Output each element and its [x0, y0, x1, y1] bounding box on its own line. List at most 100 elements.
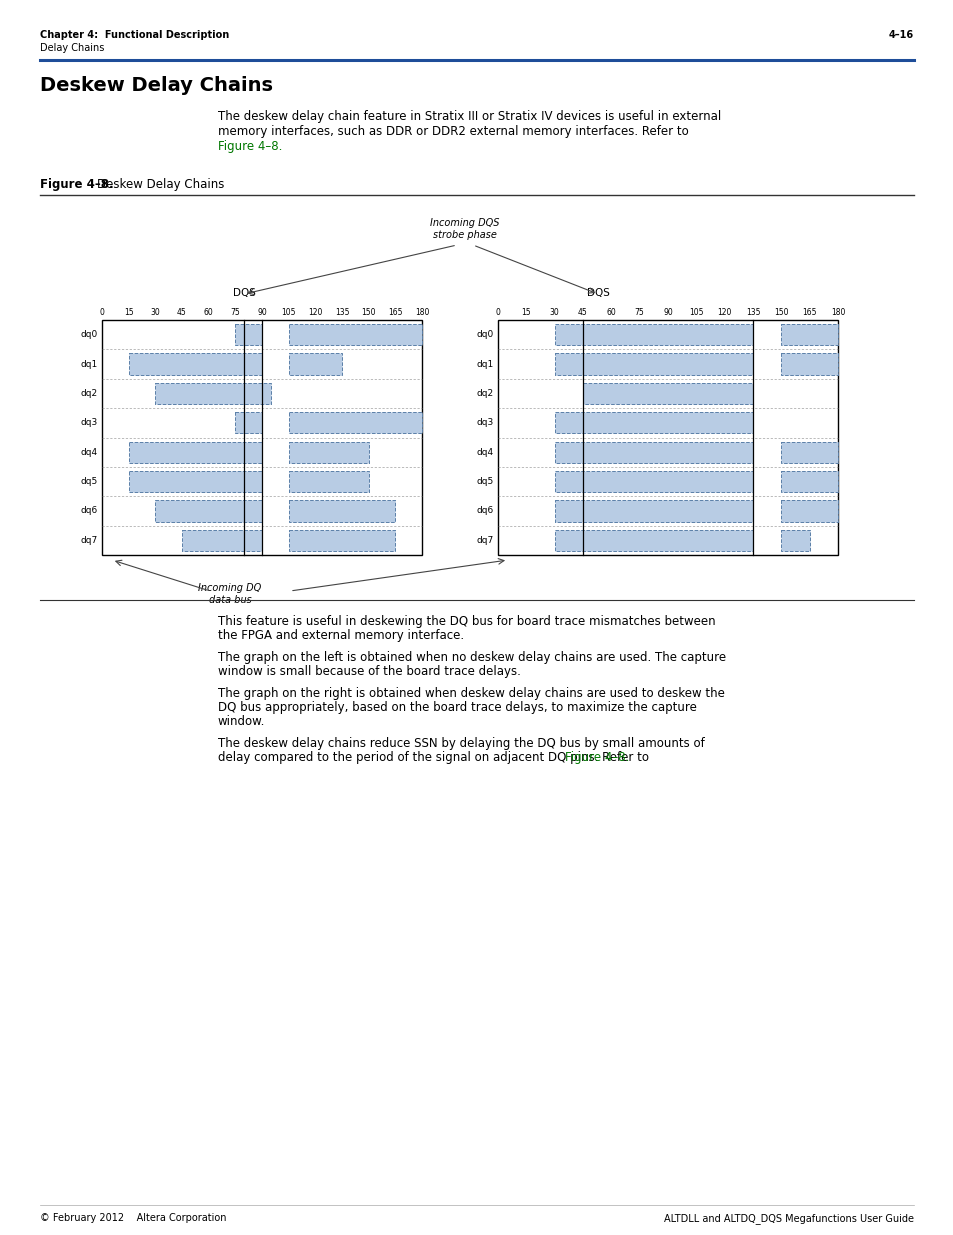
Text: Figure 4–8.: Figure 4–8.	[218, 140, 282, 153]
Text: 90: 90	[257, 308, 267, 317]
Bar	[781, 324, 837, 346]
Text: Delay Chains: Delay Chains	[40, 43, 104, 53]
Bar	[102, 320, 421, 555]
Bar	[182, 530, 262, 551]
Bar	[155, 383, 271, 404]
Text: dq6: dq6	[81, 506, 98, 515]
Bar	[554, 471, 752, 492]
Text: memory interfaces, such as DDR or DDR2 external memory interfaces. Refer to: memory interfaces, such as DDR or DDR2 e…	[218, 125, 688, 138]
Text: Incoming DQS: Incoming DQS	[430, 219, 499, 228]
Text: 165: 165	[388, 308, 402, 317]
Text: Deskew Delay Chains: Deskew Delay Chains	[97, 178, 224, 191]
Text: ALTDLL and ALTDQ_DQS Megafunctions User Guide: ALTDLL and ALTDQ_DQS Megafunctions User …	[663, 1213, 913, 1224]
Text: 180: 180	[830, 308, 844, 317]
Text: 15: 15	[521, 308, 531, 317]
Text: The deskew delay chains reduce SSN by delaying the DQ bus by small amounts of: The deskew delay chains reduce SSN by de…	[218, 737, 704, 750]
Text: 0: 0	[495, 308, 500, 317]
Text: dq0: dq0	[81, 330, 98, 340]
Text: window.: window.	[218, 715, 265, 727]
Bar	[554, 353, 752, 374]
Text: 60: 60	[204, 308, 213, 317]
Text: Figure 4–8.: Figure 4–8.	[564, 751, 628, 764]
Bar	[582, 383, 752, 404]
Bar	[129, 442, 262, 463]
Text: 15: 15	[124, 308, 133, 317]
Bar	[781, 530, 809, 551]
Text: 60: 60	[606, 308, 616, 317]
Bar	[781, 442, 837, 463]
Text: Deskew Delay Chains: Deskew Delay Chains	[40, 77, 273, 95]
Text: DQS: DQS	[233, 288, 255, 298]
Bar	[554, 442, 752, 463]
Text: 135: 135	[745, 308, 760, 317]
Text: 120: 120	[308, 308, 322, 317]
Text: 0: 0	[99, 308, 104, 317]
Bar	[554, 412, 752, 433]
Text: 120: 120	[717, 308, 731, 317]
Bar	[289, 412, 421, 433]
Text: Incoming DQ: Incoming DQ	[198, 583, 261, 593]
Text: dq5: dq5	[81, 477, 98, 487]
Text: strobe phase: strobe phase	[433, 230, 497, 240]
Text: dq1: dq1	[476, 359, 494, 368]
Text: 4–16: 4–16	[888, 30, 913, 40]
Bar	[554, 530, 752, 551]
Text: 75: 75	[634, 308, 644, 317]
Bar	[289, 471, 368, 492]
Text: dq5: dq5	[476, 477, 494, 487]
Text: dq6: dq6	[476, 506, 494, 515]
Text: dq4: dq4	[476, 448, 494, 457]
Bar	[781, 353, 837, 374]
Text: 30: 30	[151, 308, 160, 317]
Bar	[497, 320, 837, 555]
Text: dq4: dq4	[81, 448, 98, 457]
Text: DQS: DQS	[586, 288, 609, 298]
Text: © February 2012    Altera Corporation: © February 2012 Altera Corporation	[40, 1213, 226, 1223]
Bar	[155, 500, 262, 521]
Text: The deskew delay chain feature in Stratix III or Stratix IV devices is useful in: The deskew delay chain feature in Strati…	[218, 110, 720, 124]
Bar	[235, 412, 262, 433]
Text: the FPGA and external memory interface.: the FPGA and external memory interface.	[218, 629, 464, 642]
Bar	[554, 324, 752, 346]
Bar	[289, 500, 395, 521]
Text: dq7: dq7	[476, 536, 494, 545]
Text: 150: 150	[773, 308, 788, 317]
Bar	[289, 324, 421, 346]
Bar	[289, 353, 341, 374]
Text: 165: 165	[801, 308, 816, 317]
Text: Chapter 4:  Functional Description: Chapter 4: Functional Description	[40, 30, 229, 40]
Bar	[289, 530, 395, 551]
Text: 180: 180	[415, 308, 429, 317]
Text: DQ bus appropriately, based on the board trace delays, to maximize the capture: DQ bus appropriately, based on the board…	[218, 701, 696, 714]
Bar	[129, 471, 262, 492]
Text: dq3: dq3	[476, 419, 494, 427]
Text: dq3: dq3	[81, 419, 98, 427]
Text: dq7: dq7	[81, 536, 98, 545]
Text: The graph on the right is obtained when deskew delay chains are used to deskew t: The graph on the right is obtained when …	[218, 687, 724, 700]
Text: delay compared to the period of the signal on adjacent DQ pins. Refer to: delay compared to the period of the sign…	[218, 751, 652, 764]
Text: 150: 150	[361, 308, 375, 317]
Text: 105: 105	[688, 308, 703, 317]
Text: 90: 90	[662, 308, 672, 317]
Text: data bus: data bus	[209, 595, 251, 605]
Bar	[554, 500, 752, 521]
Bar	[781, 471, 837, 492]
Bar	[781, 500, 837, 521]
Text: dq0: dq0	[476, 330, 494, 340]
Text: Figure 4–8.: Figure 4–8.	[40, 178, 113, 191]
Text: dq2: dq2	[81, 389, 98, 398]
Text: The graph on the left is obtained when no deskew delay chains are used. The capt: The graph on the left is obtained when n…	[218, 651, 725, 664]
Text: dq1: dq1	[81, 359, 98, 368]
Bar	[235, 324, 262, 346]
Bar	[129, 353, 262, 374]
Text: 75: 75	[231, 308, 240, 317]
Text: 105: 105	[281, 308, 295, 317]
Text: dq2: dq2	[476, 389, 494, 398]
Bar	[289, 442, 368, 463]
Text: 45: 45	[578, 308, 587, 317]
Text: 30: 30	[549, 308, 559, 317]
Text: This feature is useful in deskewing the DQ bus for board trace mismatches betwee: This feature is useful in deskewing the …	[218, 615, 715, 629]
Text: window is small because of the board trace delays.: window is small because of the board tra…	[218, 664, 520, 678]
Text: 45: 45	[177, 308, 187, 317]
Text: 135: 135	[335, 308, 349, 317]
